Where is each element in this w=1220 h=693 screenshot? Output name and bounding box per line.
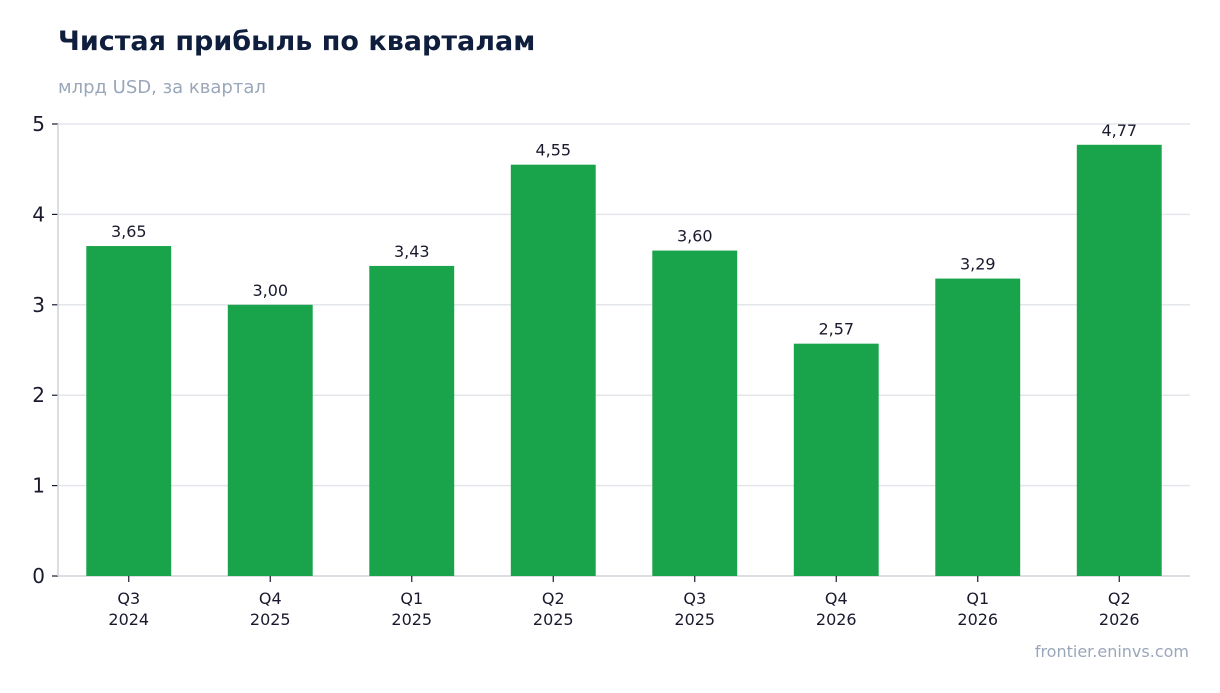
y-tick-label: 2 [32,383,45,407]
data-label: 3,65 [111,222,147,241]
x-tick-label-year: 2025 [533,610,574,629]
source-label: frontier.eninvs.com [1034,642,1189,661]
x-tick-label-year: 2025 [674,610,715,629]
bar [652,250,738,576]
bar [935,278,1021,576]
x-tick-label-quarter: Q4 [259,589,282,608]
x-tick-label-quarter: Q3 [683,589,706,608]
x-tick-label-quarter: Q2 [1108,589,1131,608]
x-tick-label-quarter: Q1 [400,589,423,608]
chart-title: Чистая прибыль по кварталам [58,26,536,57]
data-label: 4,77 [1101,121,1137,140]
x-tick-label-year: 2024 [108,610,149,629]
x-tick-label-quarter: Q4 [825,589,848,608]
bar [86,246,172,577]
x-tick-label-quarter: Q1 [966,589,989,608]
x-tick-label-year: 2026 [816,610,857,629]
bar [369,265,455,576]
y-tick-label: 4 [32,202,45,226]
data-label: 3,00 [252,281,288,300]
y-tick-label: 0 [32,564,45,588]
x-tick-label-quarter: Q2 [542,589,565,608]
y-tick-label: 1 [32,474,45,498]
bar [510,164,596,576]
chart-subtitle: млрд USD, за квартал [58,77,266,98]
x-tick-label-year: 2026 [957,610,998,629]
x-tick-label-quarter: Q3 [117,589,140,608]
bar [227,304,313,576]
bar [793,343,879,576]
y-tick-label: 3 [32,293,45,317]
y-tick-label: 5 [32,112,45,136]
data-label: 3,29 [960,255,996,274]
x-tick-label-year: 2025 [391,610,432,629]
data-label: 4,55 [535,141,571,160]
x-tick-label-year: 2025 [250,610,291,629]
data-label: 3,60 [677,227,713,246]
data-label: 3,43 [394,242,430,261]
x-tick-label-year: 2026 [1099,610,1140,629]
data-label: 2,57 [818,320,854,339]
bar [1076,144,1162,577]
